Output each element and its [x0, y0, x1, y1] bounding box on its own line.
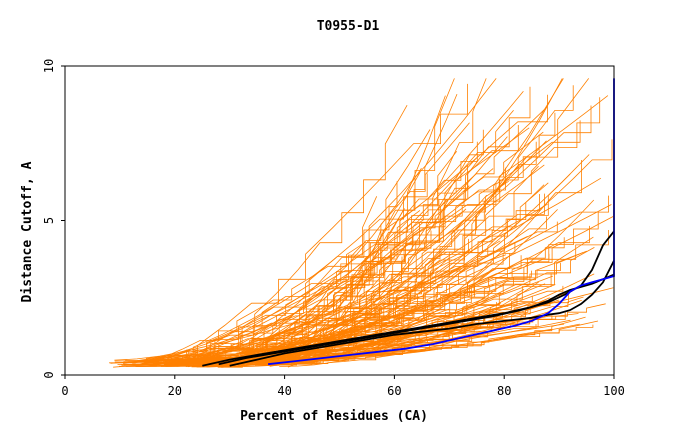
background-model-line [152, 140, 547, 361]
background-model-line [174, 125, 519, 365]
background-model-line [146, 78, 497, 362]
background-model-line [145, 105, 408, 367]
background-model-line [158, 120, 581, 364]
background-model-line [134, 94, 548, 365]
background-model-line [266, 273, 595, 366]
y-axis-label: Distance Cutoff, A [20, 161, 35, 302]
highlight-series-layer [202, 78, 615, 367]
y-tick-label: 10 [42, 59, 56, 73]
background-model-line [279, 199, 595, 367]
x-axis-ticks: 0 20 40 60 80 100 [61, 375, 625, 398]
series-line-model-black-3 [229, 260, 615, 367]
x-axis-label: Percent of Residues (CA) [240, 409, 428, 424]
y-tick-label: 0 [42, 371, 56, 378]
background-model-line [165, 129, 431, 365]
background-model-line [146, 131, 544, 361]
x-tick-label: 20 [168, 384, 182, 398]
x-tick-label: 80 [497, 384, 511, 398]
background-series-layer [109, 78, 614, 368]
background-model-line [252, 182, 549, 365]
background-model-line [156, 86, 531, 361]
background-model-line [145, 127, 530, 364]
background-model-line [123, 78, 590, 363]
x-tick-label: 60 [387, 384, 401, 398]
y-axis-ticks: 0 5 10 [42, 59, 65, 379]
background-model-line [246, 78, 563, 365]
background-model-line [277, 209, 558, 365]
background-model-line [223, 91, 524, 362]
x-tick-label: 0 [61, 384, 68, 398]
background-model-line [132, 177, 602, 365]
background-model-line [269, 184, 545, 367]
background-model-line [287, 194, 488, 368]
chart-title: T0955-D1 [317, 19, 380, 34]
series-line-model-black-2 [218, 230, 615, 366]
y-tick-label: 5 [42, 217, 56, 224]
background-model-line [245, 78, 487, 362]
background-model-line [253, 157, 478, 362]
background-model-line [244, 106, 548, 367]
series-line-model-blue [267, 78, 615, 366]
background-model-line [237, 78, 455, 367]
x-tick-label: 40 [277, 384, 291, 398]
x-tick-label: 100 [603, 384, 625, 398]
